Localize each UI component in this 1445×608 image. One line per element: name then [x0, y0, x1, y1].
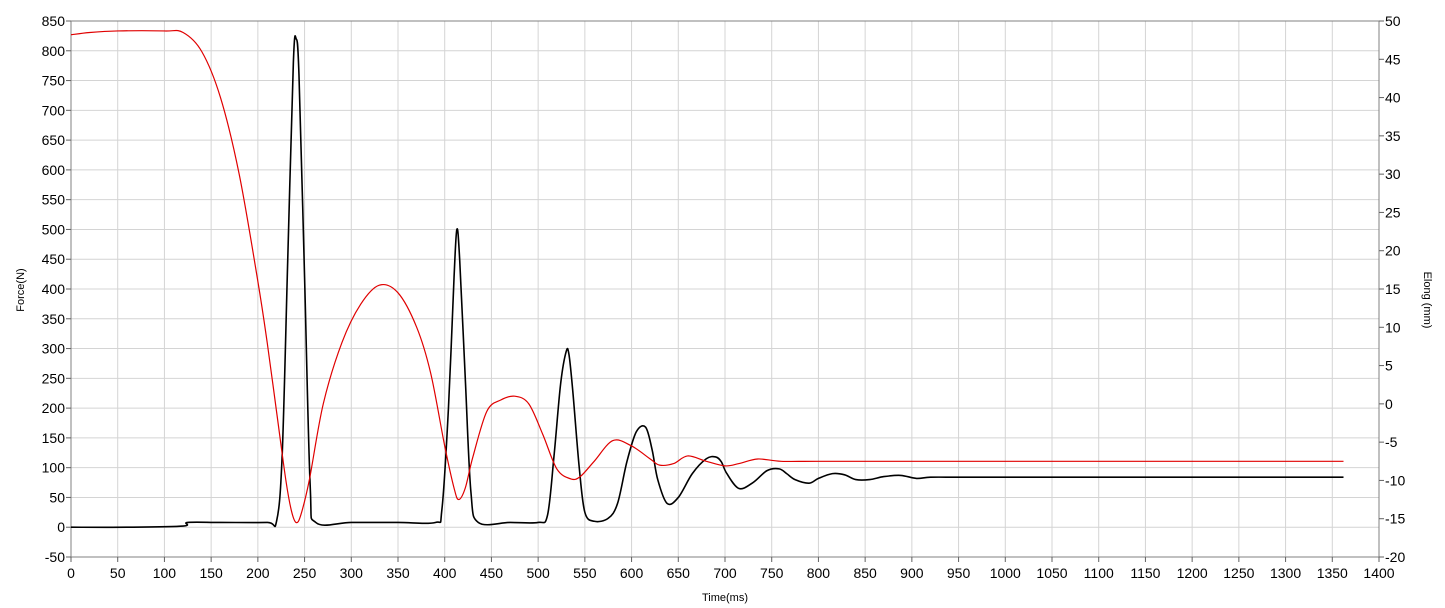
x-tick-label: 600 [620, 565, 644, 581]
y-left-tick-label: 100 [42, 460, 66, 476]
y-left-tick-label: 50 [49, 489, 65, 505]
x-tick-label: 800 [807, 565, 831, 581]
x-tick-label: 950 [947, 565, 971, 581]
y-right-tick-label: 15 [1385, 281, 1401, 297]
y-left-tick-label: 400 [42, 281, 66, 297]
y-right-tick-label: -10 [1385, 472, 1405, 488]
y-right-tick-label: 0 [1385, 396, 1393, 412]
y-left-tick-label: -50 [45, 549, 65, 565]
y-left-tick-label: 300 [42, 341, 66, 357]
x-tick-label: 750 [760, 565, 784, 581]
y-left-tick-label: 450 [42, 251, 66, 267]
y-right-tick-label: 10 [1385, 319, 1401, 335]
y-axis-right-title: Elong (mm) [1421, 272, 1433, 329]
x-tick-label: 300 [340, 565, 364, 581]
y-right-tick-label: 50 [1385, 13, 1401, 29]
y-left-tick-label: 650 [42, 132, 66, 148]
x-tick-label: 350 [386, 565, 410, 581]
x-tick-label: 1300 [1270, 565, 1301, 581]
x-tick-label: 200 [246, 565, 270, 581]
y-right-tick-label: 35 [1385, 128, 1401, 144]
y-left-tick-label: 200 [42, 400, 66, 416]
x-tick-label: 700 [713, 565, 737, 581]
y-right-tick-label: -15 [1385, 511, 1405, 527]
x-tick-label: 900 [900, 565, 924, 581]
x-tick-label: 150 [199, 565, 223, 581]
y-right-tick-label: 30 [1385, 166, 1401, 182]
force-series-line [70, 35, 1344, 529]
y-axis-left-title: Force(N) [15, 268, 27, 311]
tick-layer: 0 50 100 150 200 250 300 350 400 450 500 550 600 650 7… [42, 13, 1406, 581]
x-tick-label: 50 [110, 565, 126, 581]
y-right-tick-label: 20 [1385, 243, 1401, 259]
x-tick-label: 100 [153, 565, 177, 581]
y-left-tick-label: 500 [42, 221, 66, 237]
x-tick-label: 1050 [1036, 565, 1067, 581]
x-tick-label: 1250 [1223, 565, 1254, 581]
x-tick-label: 1100 [1084, 565, 1114, 581]
y-right-tick-label: -20 [1385, 549, 1405, 565]
x-tick-label: 650 [667, 565, 691, 581]
x-tick-label: 1350 [1317, 565, 1348, 581]
x-tick-label: 250 [293, 565, 317, 581]
y-left-tick-label: 800 [42, 43, 66, 59]
x-tick-label: 400 [433, 565, 457, 581]
elongation-series-line [70, 29, 1344, 524]
x-tick-label: 0 [67, 565, 75, 581]
x-axis-title: Time(ms) [702, 592, 748, 604]
y-right-tick-label: -5 [1385, 434, 1398, 450]
y-left-tick-label: 700 [42, 102, 66, 118]
y-left-tick-label: 750 [42, 73, 66, 89]
y-left-tick-label: 0 [57, 519, 65, 535]
y-left-tick-label: 150 [42, 430, 66, 446]
y-left-tick-label: 350 [42, 311, 66, 327]
x-tick-label: 550 [573, 565, 597, 581]
grid-layer [70, 20, 1380, 558]
x-tick-label: 500 [526, 565, 550, 581]
series-layer [70, 29, 1344, 529]
x-tick-label: 1000 [990, 565, 1021, 581]
y-right-tick-label: 45 [1385, 51, 1401, 67]
y-right-tick-label: 25 [1385, 204, 1401, 220]
y-right-tick-label: 40 [1385, 90, 1401, 106]
x-tick-label: 1150 [1130, 565, 1160, 581]
x-tick-label: 1200 [1177, 565, 1208, 581]
x-tick-label: 450 [480, 565, 504, 581]
y-left-tick-label: 600 [42, 162, 66, 178]
y-left-tick-label: 550 [42, 192, 66, 208]
y-left-tick-label: 850 [42, 13, 66, 29]
y-right-tick-label: 5 [1385, 358, 1393, 374]
y-left-tick-label: 250 [42, 370, 66, 386]
x-tick-label: 850 [853, 565, 877, 581]
x-tick-label: 1400 [1363, 565, 1394, 581]
